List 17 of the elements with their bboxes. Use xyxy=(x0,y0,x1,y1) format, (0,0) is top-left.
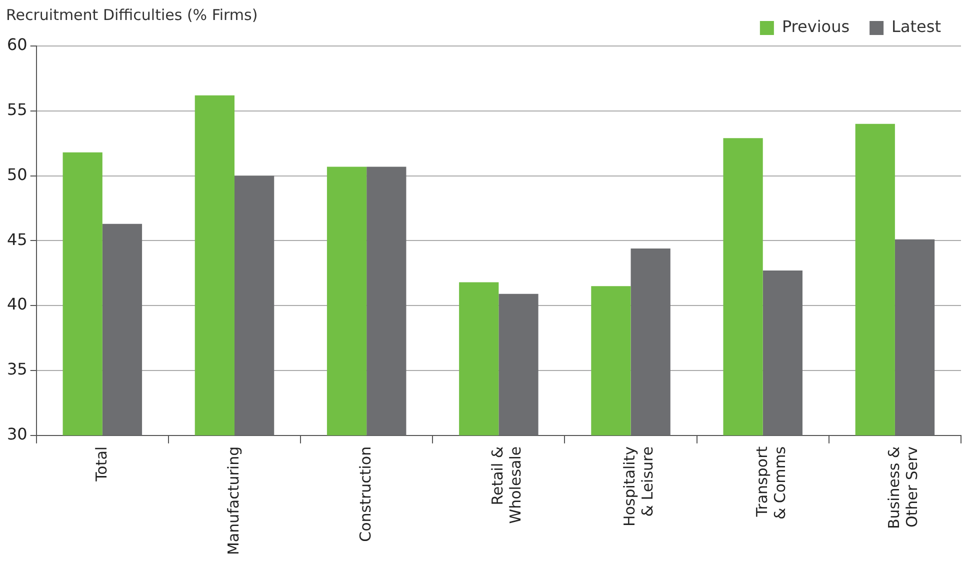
y-tick-label: 50 xyxy=(7,164,28,184)
y-axis-title: Recruitment Difficulties (% Firms) xyxy=(6,6,258,24)
y-tick-label: 55 xyxy=(7,100,28,120)
x-tick-label: Total xyxy=(92,446,110,482)
x-tick-label: Business & Other Serv xyxy=(884,446,921,530)
y-tick-label: 60 xyxy=(7,35,28,54)
x-tick-label: Hospitality & Leisure xyxy=(620,446,657,527)
x-tick-label: Manufacturing xyxy=(224,446,242,556)
y-tick-label: 45 xyxy=(7,230,28,249)
x-tick-label: Construction xyxy=(356,446,374,542)
y-tick-label: 35 xyxy=(7,360,28,379)
legend-label: Latest xyxy=(892,17,942,36)
x-tick-label: Retail & Wholesale xyxy=(488,446,525,524)
y-tick-label: 30 xyxy=(7,424,28,444)
y-tick-label: 40 xyxy=(7,294,28,314)
legend-label: Previous xyxy=(782,17,850,36)
x-tick-label: Transport & Comms xyxy=(752,446,789,520)
